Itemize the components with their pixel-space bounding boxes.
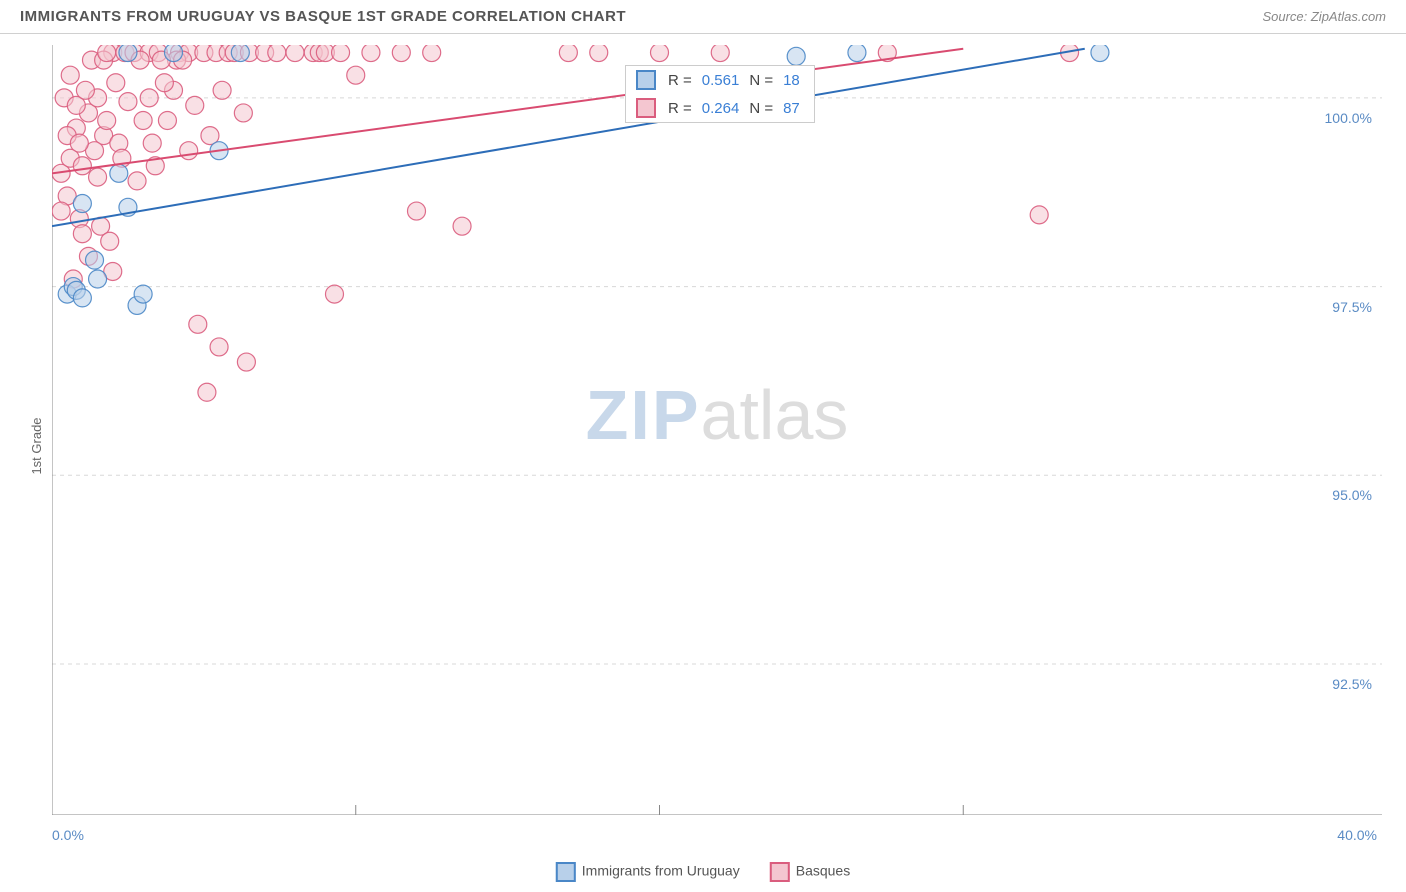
legend-series-label: Immigrants from Uruguay: [582, 863, 740, 879]
legend-series-label: Basques: [796, 863, 850, 879]
legend-r-value: 0.561: [702, 72, 740, 89]
legend-correlation-row: R = 0.264 N = 87: [626, 94, 814, 122]
correlation-legend: R = 0.561 N = 18 R = 0.264 N = 87: [625, 65, 815, 123]
legend-r-label: R =: [668, 72, 692, 89]
y-tick-label: 97.5%: [1332, 299, 1372, 315]
scatter-chart-svg: [52, 45, 1382, 815]
legend-swatch-icon: [636, 70, 656, 90]
legend-series-item: Immigrants from Uruguay: [556, 862, 740, 882]
legend-correlation-row: R = 0.561 N = 18: [626, 66, 814, 94]
legend-series-item: Basques: [770, 862, 850, 882]
y-tick-label: 92.5%: [1332, 676, 1372, 692]
series-legend: Immigrants from Uruguay Basques: [556, 862, 850, 882]
chart-header: IMMIGRANTS FROM URUGUAY VS BASQUE 1ST GR…: [0, 0, 1406, 34]
legend-swatch-icon: [636, 98, 656, 118]
legend-swatch-icon: [556, 862, 576, 882]
chart-title: IMMIGRANTS FROM URUGUAY VS BASQUE 1ST GR…: [20, 8, 626, 25]
legend-n-label: N =: [749, 72, 773, 89]
y-axis-label: 1st Grade: [29, 417, 44, 474]
legend-n-label: N =: [749, 100, 773, 117]
legend-n-value: 18: [783, 72, 800, 89]
legend-n-value: 87: [783, 100, 800, 117]
source-label: Source: ZipAtlas.com: [1262, 9, 1386, 24]
x-tick-label: 0.0%: [52, 827, 84, 843]
x-tick-label: 40.0%: [1337, 827, 1377, 843]
chart-area: ZIPatlas R =0.561N =18R =0.264N =87 100.…: [52, 45, 1382, 815]
legend-r-label: R =: [668, 100, 692, 117]
legend-r-value: 0.264: [702, 100, 740, 117]
y-tick-label: 95.0%: [1332, 487, 1372, 503]
legend-swatch-icon: [770, 862, 790, 882]
y-tick-label: 100.0%: [1325, 110, 1372, 126]
